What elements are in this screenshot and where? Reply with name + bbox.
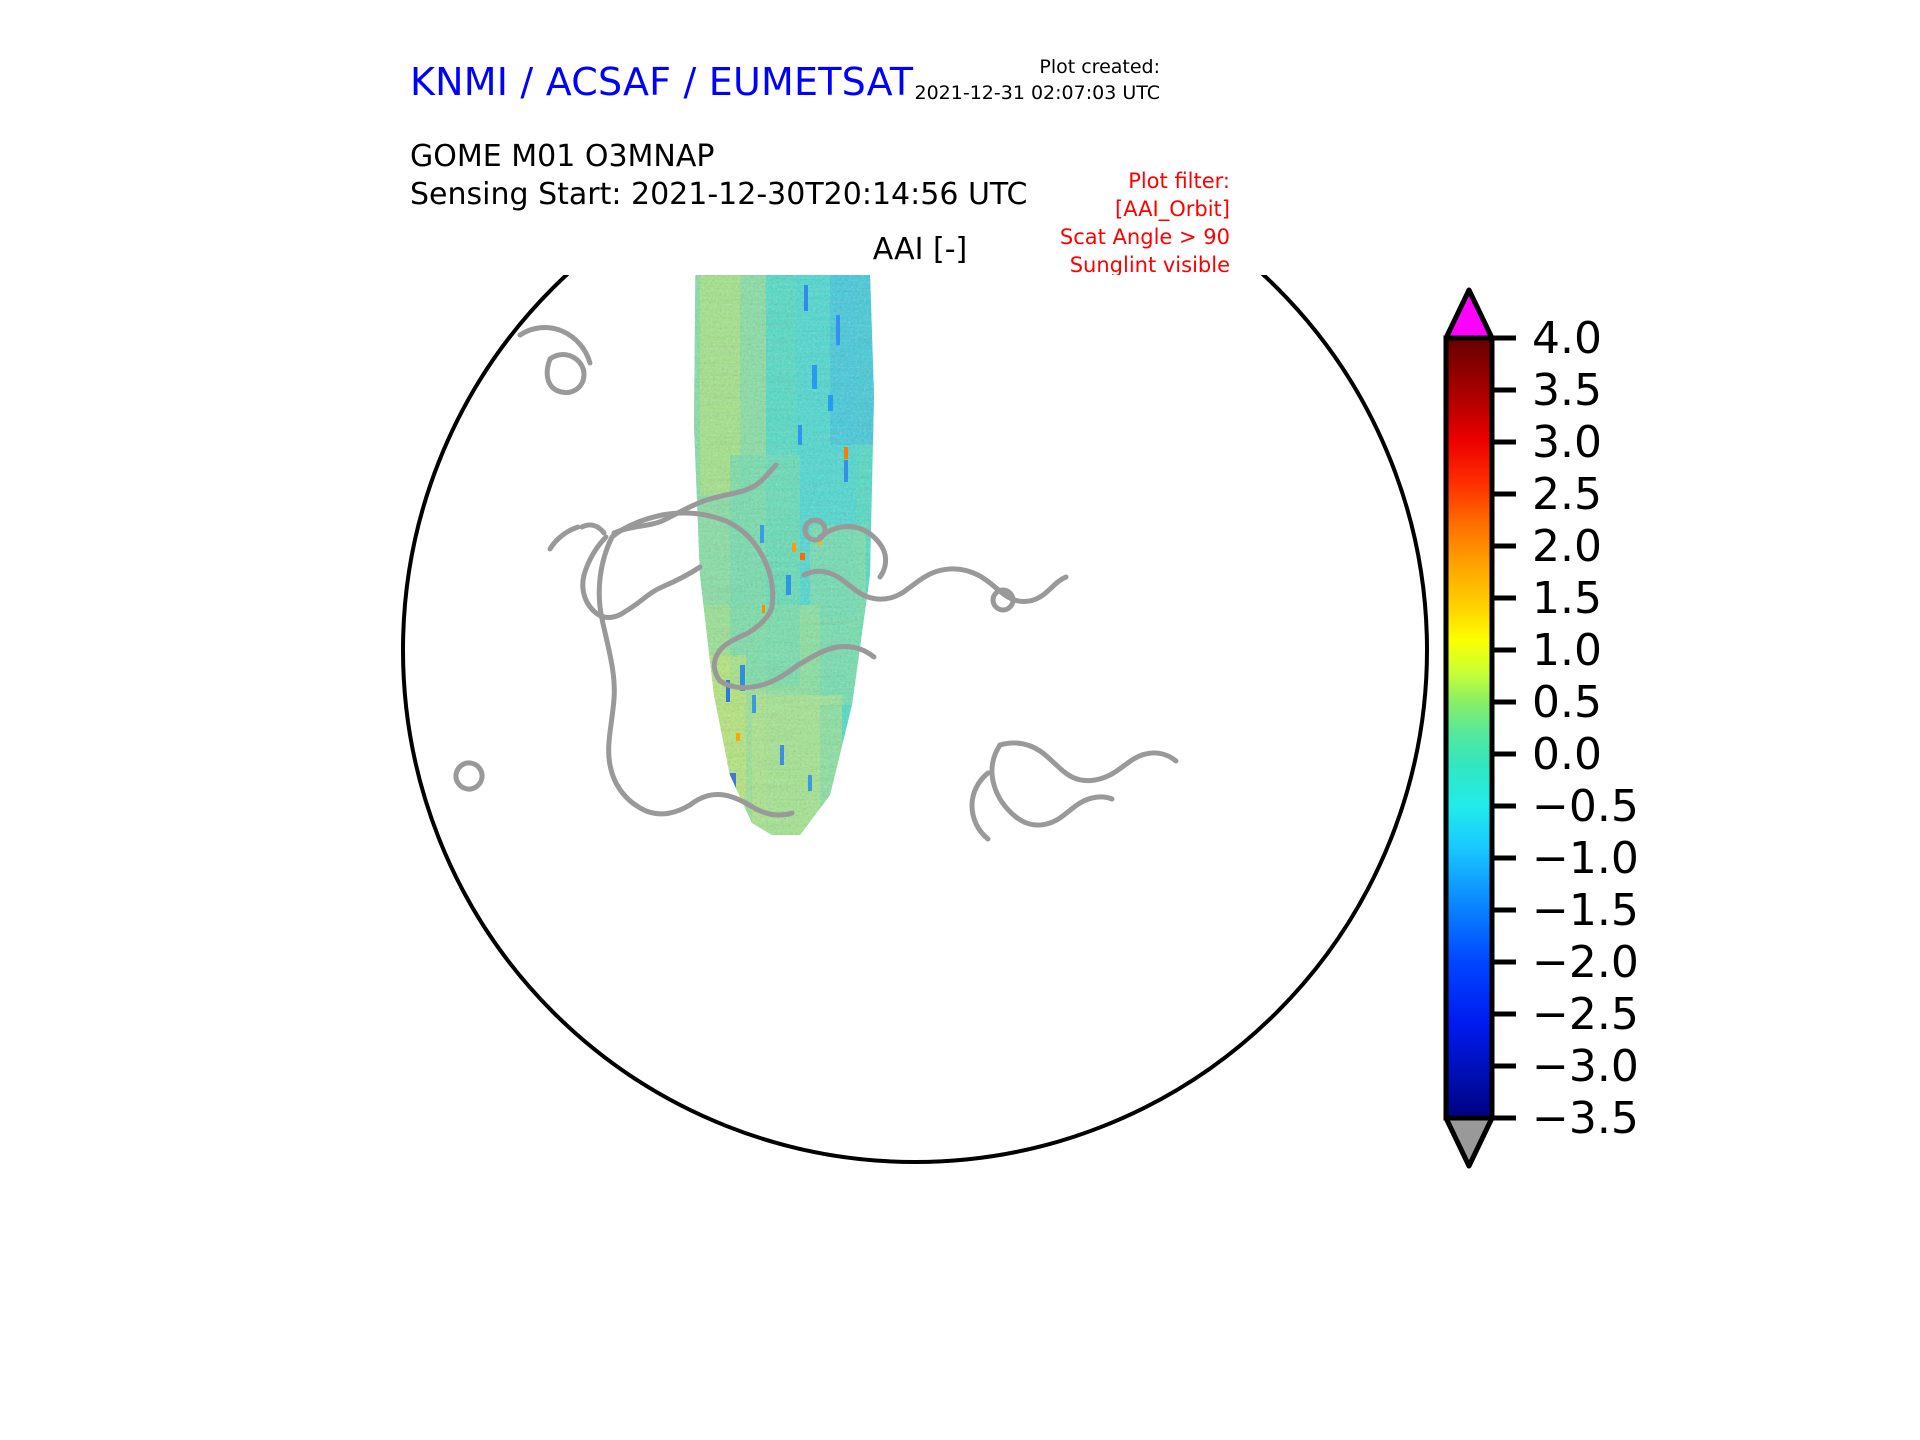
colorbar-tick-label: −1.0 (1532, 833, 1639, 884)
colorbar-tick-label: 0.0 (1532, 729, 1602, 780)
colorbar-tick-group: 4.03.53.02.52.01.51.00.50.0−0.5−1.0−1.5−… (1492, 313, 1639, 1144)
colorbar-panel: 4.0 3.5 3.0 2.5 2.0 1.5 1.0 0.5 0.0 −0.5 −1.0 −1.5−… (1430, 280, 1850, 1350)
colorbar-over-range-arrow (1443, 287, 1495, 341)
plot-created-block: Plot created: 2021-12-31 02:07:03 UTC (915, 55, 1161, 106)
colorbar-svg: 4.03.53.02.52.01.51.00.50.0−0.5−1.0−1.5−… (1443, 287, 1639, 1169)
colorbar-tick-label: −2.5 (1532, 989, 1639, 1040)
colorbar-tick-label: −3.5 (1532, 1093, 1639, 1144)
instrument-title: GOME M01 O3MNAP (410, 139, 715, 174)
colorbar-tick-label: −0.5 (1532, 781, 1639, 832)
axes-title: AAI [-] (872, 232, 968, 267)
map-background (400, 275, 1430, 1305)
colorbar-tick-label: 2.5 (1532, 469, 1602, 520)
agency-credit-line: KNMI / ACSAF / EUMETSAT (410, 60, 914, 104)
antarctica-coastline (453, 325, 1179, 842)
colorbar-tick-label: 3.5 (1532, 365, 1602, 416)
plot-created-label: Plot created: (1039, 56, 1160, 78)
colorbar-tick-label: 1.0 (1532, 625, 1602, 676)
colorbar-gradient (1443, 335, 1495, 1121)
plot-filter-block: Plot filter: [AAI_Orbit] Scat Angle > 90… (1060, 168, 1230, 280)
colorbar-tick-label: 4.0 (1532, 313, 1602, 364)
map-panel (400, 275, 1430, 1305)
colorbar-tick-label: 3.0 (1532, 417, 1602, 468)
plot-filter-label: Plot filter: (1128, 169, 1230, 193)
polar-limb-circle (401, 275, 1429, 1164)
plot-filter-sunglint: Sunglint visible (1069, 252, 1230, 277)
plot-filter-scat-angle: Scat Angle > 90 (1059, 224, 1230, 249)
colorbar-under-range-arrow (1443, 1115, 1495, 1169)
plot-created-timestamp: 2021-12-31 02:07:03 UTC (914, 81, 1161, 104)
colorbar-tick-label: −2.0 (1532, 937, 1639, 988)
map-svg (400, 275, 1430, 1305)
colorbar-tick-label: 0.5 (1532, 677, 1602, 728)
colorbar-tick-label: −1.5 (1532, 885, 1639, 936)
plot-filter-name: [AAI_Orbit] (1115, 196, 1230, 221)
colorbar-tick-label: 2.0 (1532, 521, 1602, 572)
low-aai-speckles (726, 285, 848, 791)
plot-title-block: GOME M01 O3MNAP Sensing Start: 2021-12-3… (410, 138, 1027, 215)
colorbar-tick-label: −3.0 (1532, 1041, 1639, 1092)
sensing-start-title: Sensing Start: 2021-12-30T20:14:56 UTC (410, 177, 1028, 213)
colorbar-tick-label: 1.5 (1532, 573, 1602, 624)
